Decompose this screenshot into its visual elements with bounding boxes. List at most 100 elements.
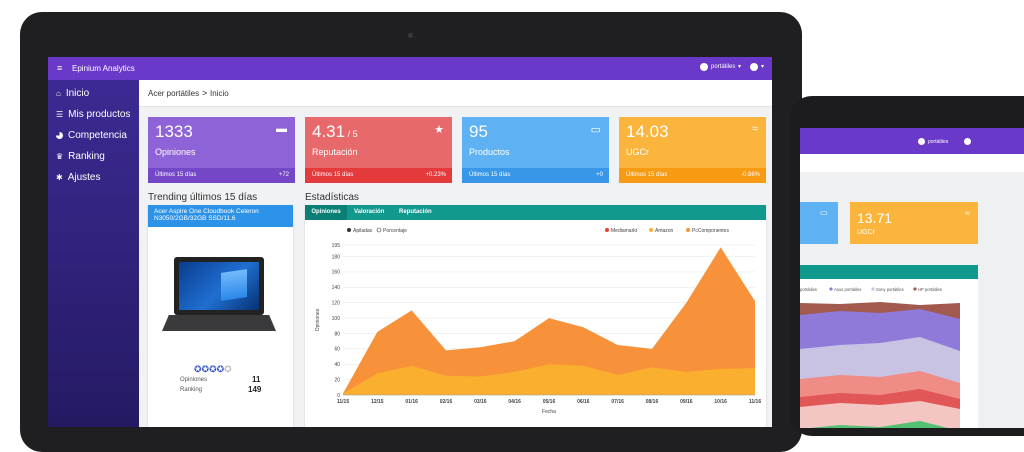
legend-amazon: Amazon (655, 228, 674, 234)
card-delta: +72 (278, 172, 289, 178)
devices-icon: ▭ (590, 124, 601, 136)
card-delta: +0.23% (425, 172, 446, 178)
product-title[interactable]: Acer Aspire One Cloudbook Celeron N3050/… (148, 205, 293, 227)
card-footer: Últimos 15 días +0.23% (305, 168, 452, 183)
trend-icon: ≈ (751, 123, 758, 135)
card-value: 1333 (155, 122, 193, 141)
x-tick-label: 11/16 (749, 399, 761, 405)
tablet-card-ugcr[interactable]: 13.71 UGCr ≈ (850, 202, 978, 244)
home-icon: ⌂ (56, 89, 61, 98)
sidebar: ⌂ Inicio ☰ Mis productos Competencia ♛ R… (48, 80, 139, 427)
card-label: UGCr (626, 147, 649, 157)
chevron-down-icon[interactable]: ▾ (738, 64, 742, 70)
sidebar-item-label: Ranking (68, 151, 105, 162)
card-footer: Últimos 15 días -0.86% (619, 168, 766, 183)
comment-icon: ▬ (276, 123, 287, 135)
devices-icon: ▭ (820, 208, 828, 217)
legend-mediamarkt: Mediamarkt (611, 228, 638, 234)
product-keyboard (162, 315, 276, 331)
card-label: UGCr (857, 229, 875, 236)
tab-opiniones[interactable]: Opiniones (305, 205, 347, 220)
card-label: Productos (469, 147, 510, 157)
trend-icon: ≈ (965, 208, 970, 218)
sidebar-item-label: Ajustes (67, 172, 101, 183)
laptop-screen: ≡ Epinium Analytics portátiles ▾ ▾ ⌂ Ini… (48, 57, 772, 427)
stats-tabbar: Opiniones Valoración Reputación (305, 205, 766, 220)
tablet-legend-item: HP portátiles (918, 287, 942, 292)
card-footer-label: Últimos 15 días (312, 172, 354, 178)
trending-card[interactable]: Acer Aspire One Cloudbook Celeron N3050/… (148, 205, 293, 427)
stat-card-opiniones[interactable]: 1333 Opiniones ▬ Últimos 15 días +72 (148, 117, 295, 183)
card-footer-label: Últimos 15 días (469, 172, 511, 178)
legend-dot (829, 287, 833, 291)
trending-title: Trending últimos 15 días (148, 192, 258, 203)
sidebar-item-mis-productos[interactable]: ☰ Mis productos (56, 109, 130, 120)
stats-card: Opiniones Valoración Reputación Apiladas… (305, 205, 766, 427)
stat-card-reputacion[interactable]: 4.31 / 5 Reputación ★ Últimos 15 días +0… (305, 117, 452, 183)
y-tick-label: 20 (334, 377, 340, 383)
stat-card-productos[interactable]: 95 Productos ▭ Últimos 15 días +0 (462, 117, 609, 183)
card-footer-label: Últimos 15 días (626, 172, 668, 178)
legend-pccomponentes: PcComponentes (692, 228, 729, 234)
card-footer: Últimos 15 días +72 (148, 168, 295, 183)
product-image (174, 257, 264, 315)
account-icon[interactable] (964, 138, 971, 145)
pie-icon (56, 132, 63, 139)
menu-icon[interactable]: ≡ (57, 63, 63, 73)
toggle-apiladas: Apiladas (353, 228, 373, 234)
card-value: 95 (469, 122, 488, 141)
x-tick-label: 11/15 (337, 399, 349, 405)
globe-icon[interactable] (700, 63, 708, 71)
y-tick-label: 195 (332, 243, 341, 249)
user-menu-label[interactable]: portátiles (711, 64, 736, 70)
globe-icon[interactable] (918, 138, 925, 145)
breadcrumb-parent[interactable]: Acer portátiles (148, 89, 200, 98)
x-axis-label: Fecha (542, 409, 556, 415)
account-icon[interactable] (750, 63, 758, 71)
stat-card-ugcr[interactable]: 14.03 UGCr ≈ Últimos 15 días -0.86% (619, 117, 766, 183)
tablet-area-chart: portátiles Asus portátiles Sony portátiles… (800, 287, 960, 428)
card-value: 13.71 (857, 210, 893, 226)
y-tick-label: 40 (334, 362, 340, 368)
x-tick-label: 01/16 (405, 399, 418, 405)
sidebar-item-inicio[interactable]: ⌂ Inicio (56, 88, 89, 99)
sidebar-item-ranking[interactable]: ♛ Ranking (56, 151, 105, 162)
tab-reputacion[interactable]: Reputación (399, 209, 432, 215)
toggle-dot-icon (347, 228, 351, 232)
x-tick-label: 04/16 (508, 399, 521, 405)
sidebar-item-ajustes[interactable]: ✱ Ajustes (56, 172, 101, 183)
sidebar-item-label: Competencia (68, 130, 127, 141)
rating-stars: ✪✪✪✪✪ (194, 364, 232, 374)
opiniones-value: 11 (252, 375, 261, 384)
x-tick-label: 10/16 (714, 399, 727, 405)
card-footer: Últimos 15 días +0 (462, 168, 609, 183)
x-tick-label: 08/16 (646, 399, 659, 405)
sidebar-item-label: Mis productos (68, 109, 131, 120)
legend-dot (686, 228, 690, 232)
x-tick-label: 03/16 (474, 399, 487, 405)
y-tick-label: 180 (332, 254, 341, 260)
y-tick-label: 140 (332, 285, 341, 291)
tablet-legend-item: Sony portátiles (876, 287, 904, 292)
tab-valoracion[interactable]: Valoración (354, 209, 385, 215)
tablet-card-productos[interactable]: ▭ (800, 202, 838, 244)
sidebar-item-competencia[interactable]: Competencia (56, 130, 127, 141)
sidebar-item-label: Inicio (65, 88, 90, 99)
y-tick-label: 120 (332, 300, 341, 306)
series-area-amazon (343, 364, 755, 395)
card-value: 4.31 / 5 (312, 122, 358, 141)
series-area-pccomponentes (343, 247, 755, 395)
tablet-breadcrumb (800, 154, 1024, 172)
x-tick-label: 09/16 (680, 399, 693, 405)
y-tick-label: 80 (334, 331, 340, 337)
toggle-porcentaje: Porcentaje (383, 228, 407, 234)
toggle-dot-icon (376, 227, 382, 233)
tablet-area-layer (800, 401, 960, 428)
chevron-down-icon[interactable]: ▾ (761, 64, 765, 70)
breadcrumb: Acer portátiles > Inicio (139, 80, 772, 107)
ranking-label: Ranking (180, 387, 203, 393)
breadcrumb-separator: > (202, 88, 208, 98)
top-bar: ≡ Epinium Analytics portátiles ▾ ▾ (48, 57, 772, 80)
tablet-user-menu[interactable]: portátiles (928, 139, 949, 145)
app-title: Epinium Analytics (72, 64, 135, 73)
